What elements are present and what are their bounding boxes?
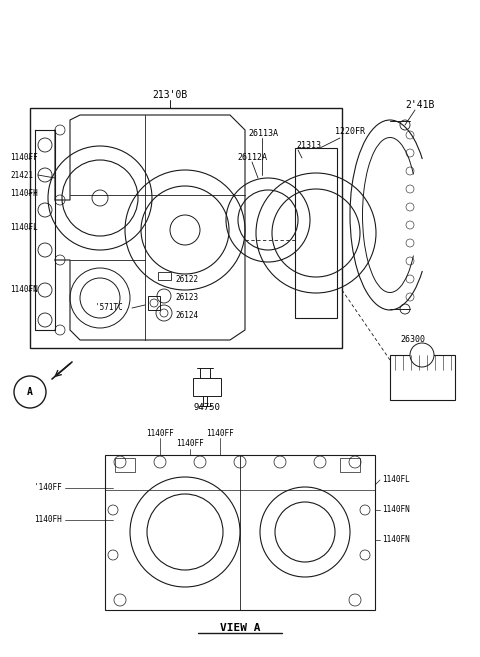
Bar <box>340 458 360 472</box>
Bar <box>295 148 337 318</box>
Text: 1220FR: 1220FR <box>335 127 365 137</box>
Text: 1140FN: 1140FN <box>382 535 410 545</box>
Text: 1140FL: 1140FL <box>10 223 38 233</box>
Text: 2'41B: 2'41B <box>405 100 435 110</box>
Text: 94750: 94750 <box>193 403 220 413</box>
Text: 26122: 26122 <box>175 275 198 284</box>
Text: 1140FH: 1140FH <box>34 516 62 524</box>
Text: 26124: 26124 <box>175 311 198 321</box>
Text: 1140FF: 1140FF <box>206 428 234 438</box>
Bar <box>148 296 160 310</box>
Text: A: A <box>27 387 33 397</box>
Text: 26113A: 26113A <box>248 129 278 137</box>
Text: 26300: 26300 <box>400 336 425 344</box>
Text: 1140FN: 1140FN <box>10 286 38 294</box>
Text: 1140FH: 1140FH <box>10 189 38 198</box>
Text: 1140FF: 1140FF <box>176 440 204 449</box>
Text: VIEW A: VIEW A <box>220 623 260 633</box>
Text: 1140FN: 1140FN <box>382 505 410 514</box>
Text: 21313: 21313 <box>296 141 321 150</box>
Circle shape <box>410 343 434 367</box>
Bar <box>158 272 171 280</box>
Text: 26123: 26123 <box>175 294 198 302</box>
Text: '571TC: '571TC <box>95 304 123 313</box>
Text: 1140FF: 1140FF <box>10 154 38 162</box>
Text: 26112A: 26112A <box>237 154 267 162</box>
Bar <box>105 455 375 610</box>
Bar <box>30 108 342 348</box>
Bar <box>193 378 221 396</box>
Text: 21421: 21421 <box>10 171 33 179</box>
Text: '140FF: '140FF <box>34 484 62 493</box>
Bar <box>390 355 455 400</box>
Text: 1140FF: 1140FF <box>146 428 174 438</box>
Text: 1140FL: 1140FL <box>382 476 410 484</box>
Bar <box>115 458 135 472</box>
Text: 213'0B: 213'0B <box>152 90 188 100</box>
